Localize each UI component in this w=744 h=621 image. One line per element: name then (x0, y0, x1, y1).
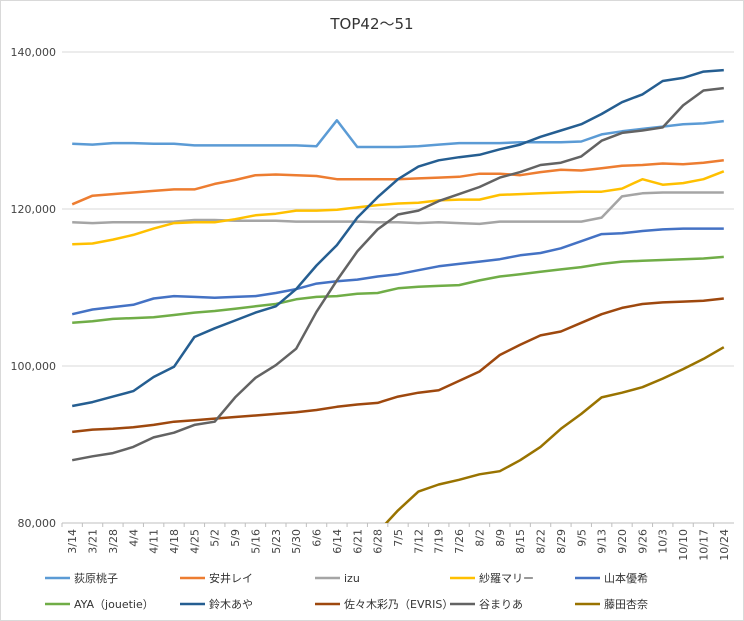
plot-area (71, 68, 725, 523)
x-tick-label: 8/29 (555, 529, 568, 554)
series-line (72, 297, 724, 434)
x-tick-label: 3/28 (107, 529, 120, 554)
legend-label: 藤田杏奈 (604, 597, 648, 611)
x-tick-label: 9/20 (616, 529, 629, 554)
x-tick-label: 4/11 (148, 529, 161, 554)
x-tick-label: 5/30 (290, 529, 303, 554)
series-line (72, 119, 724, 149)
x-tick-label: 5/9 (229, 529, 242, 547)
legend-label: 佐々木彩乃（EVRIS） (344, 597, 453, 611)
legend-label: 谷まりあ (479, 598, 523, 611)
legend-label: 山本優希 (604, 571, 648, 585)
x-tick-label: 10/3 (657, 529, 670, 554)
x-tick-label: 4/18 (168, 529, 181, 554)
x-tick-label: 3/21 (87, 529, 100, 554)
x-tick-label: 6/28 (372, 529, 385, 554)
x-tick-label: 6/14 (331, 529, 344, 554)
x-tick-label: 9/13 (596, 529, 609, 554)
x-axis-ticks: 3/14 3/21 3/28 4/4 4/11 4/18 4/25 5/2 5/9 5/16 5/2… (61, 523, 731, 561)
x-tick-label: 9/26 (636, 529, 649, 554)
x-tick-label: 4/4 (127, 529, 140, 547)
x-tick-label: 8/22 (535, 529, 548, 554)
series-line (72, 191, 724, 226)
series-line (72, 255, 724, 325)
x-tick-label: 5/2 (209, 529, 222, 547)
x-tick-label: 7/19 (433, 529, 446, 554)
series-line (71, 68, 724, 408)
x-tick-label: 7/5 (392, 529, 405, 547)
legend-label: 荻原桃子 (74, 571, 118, 585)
x-tick-label: 8/2 (473, 529, 486, 547)
x-tick-label: 3/14 (66, 529, 79, 554)
x-tick-label: 7/26 (453, 529, 466, 554)
legend-label: 安井レイ (209, 571, 253, 585)
y-tick-label: 100,000 (11, 360, 57, 373)
series-line (384, 346, 725, 523)
x-tick-label: 8/15 (514, 529, 527, 554)
y-tick-label: 120,000 (11, 203, 57, 216)
legend-label: 紗羅マリー (479, 572, 534, 585)
x-tick-label: 7/12 (412, 529, 425, 554)
x-tick-label: 10/24 (718, 529, 731, 561)
series-line (71, 227, 724, 316)
x-tick-label: 9/5 (575, 529, 588, 547)
legend: 荻原桃子 安井レイ izu 紗羅マリー 山本優希 AYA（jouetie） 鈴木あや 佐々木彩… (45, 571, 648, 611)
x-tick-label: 4/25 (188, 529, 201, 554)
y-tick-label: 140,000 (11, 46, 57, 59)
x-tick-label: 10/17 (697, 529, 710, 561)
y-axis-ticks: 80,000 100,000 120,000 140,000 (11, 46, 57, 530)
x-tick-label: 5/23 (270, 529, 283, 554)
x-tick-label: 5/16 (249, 529, 262, 554)
legend-label: izu (344, 572, 360, 585)
series-line (71, 86, 724, 462)
chart-title: TOP42～51 (329, 15, 413, 33)
legend-label: AYA（jouetie） (74, 598, 154, 611)
x-tick-label: 8/9 (494, 529, 507, 547)
y-tick-label: 80,000 (18, 517, 57, 530)
series-line (72, 170, 725, 246)
x-tick-label: 6/6 (311, 529, 324, 547)
legend-label: 鈴木あや (209, 597, 253, 611)
x-tick-label: 6/21 (351, 529, 364, 554)
x-tick-label: 10/10 (677, 529, 690, 561)
